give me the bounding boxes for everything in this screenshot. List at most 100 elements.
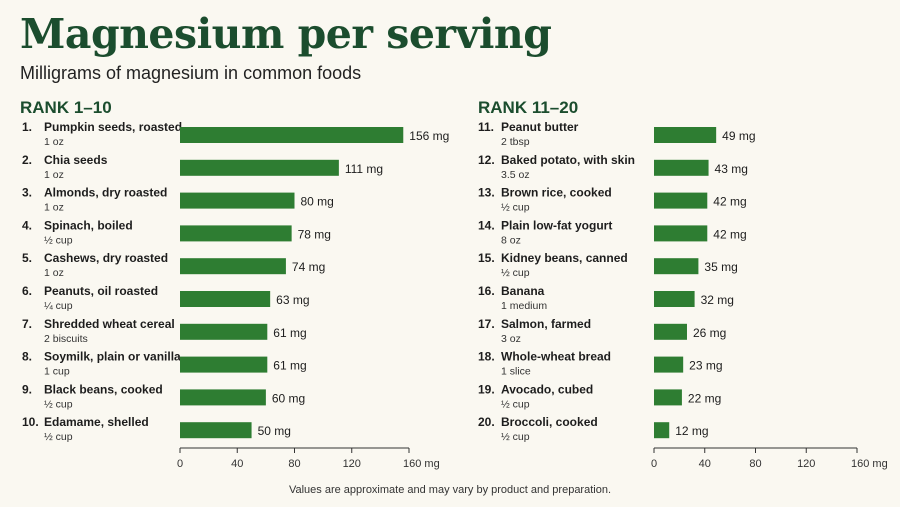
serving-size: ½ cup bbox=[501, 267, 530, 279]
rank-number: 17. bbox=[478, 317, 495, 331]
food-name: Black beans, cooked bbox=[44, 382, 163, 396]
serving-size: 1 oz bbox=[44, 169, 64, 181]
bar bbox=[180, 258, 286, 275]
serving-size: ½ cup bbox=[501, 202, 530, 214]
x-tick-label: 40 bbox=[231, 458, 243, 470]
bar bbox=[654, 258, 699, 275]
food-name: Almonds, dry roasted bbox=[44, 186, 167, 200]
bar bbox=[654, 192, 708, 209]
rank-number: 14. bbox=[478, 218, 495, 232]
panel-title-right: RANK 11–20 bbox=[478, 98, 579, 117]
food-name: Chia seeds bbox=[44, 153, 108, 167]
food-name: Broccoli, cooked bbox=[501, 415, 598, 429]
value-label: 111 mg bbox=[345, 162, 383, 176]
serving-size: ½ cup bbox=[44, 398, 73, 410]
bar bbox=[180, 422, 252, 439]
serving-size: ½ cup bbox=[501, 398, 530, 410]
serving-size: 8 oz bbox=[501, 234, 521, 246]
rank-number: 15. bbox=[478, 251, 495, 265]
bar bbox=[180, 291, 271, 307]
rank-number: 13. bbox=[478, 186, 495, 200]
x-tick-label: 80 bbox=[288, 458, 300, 470]
rank-number: 11. bbox=[478, 120, 494, 134]
food-name: Peanuts, oil roasted bbox=[44, 284, 158, 298]
serving-size: ½ cup bbox=[44, 234, 73, 246]
rank-number: 12. bbox=[478, 153, 495, 167]
food-name: Avocado, cubed bbox=[501, 382, 593, 396]
rank-number: 3. bbox=[22, 186, 32, 200]
value-label: 80 mg bbox=[301, 195, 334, 209]
food-name: Brown rice, cooked bbox=[501, 186, 612, 200]
bar bbox=[180, 159, 339, 176]
food-name: Kidney beans, canned bbox=[501, 251, 628, 265]
value-label: 49 mg bbox=[722, 129, 755, 143]
value-label: 43 mg bbox=[715, 162, 748, 176]
food-name: Salmon, farmed bbox=[501, 317, 591, 331]
food-name: Spinach, boiled bbox=[44, 218, 133, 232]
chart-title: Magnesium per serving bbox=[20, 10, 552, 58]
food-name: Soymilk, plain or vanilla bbox=[44, 350, 181, 364]
food-name: Baked potato, with skin bbox=[501, 153, 635, 167]
rank-number: 20. bbox=[478, 415, 495, 429]
food-name: Whole-wheat bread bbox=[501, 350, 611, 364]
serving-size: 1 oz bbox=[44, 267, 64, 279]
value-label: 35 mg bbox=[704, 260, 737, 274]
bar bbox=[180, 225, 292, 242]
x-tick-label: 0 bbox=[177, 458, 183, 470]
value-label: 22 mg bbox=[688, 391, 721, 405]
value-label: 74 mg bbox=[292, 260, 325, 274]
x-tick-label: 40 bbox=[699, 458, 711, 470]
serving-size: 1 oz bbox=[44, 136, 64, 148]
serving-size: 1 slice bbox=[501, 366, 531, 378]
rank-number: 5. bbox=[22, 251, 32, 265]
bar-chart-rank-1-10: 1. Pumpkin seeds, roasted 1 oz 156 mg 2. Chia… bbox=[22, 120, 449, 470]
bar bbox=[654, 127, 717, 143]
value-label: 42 mg bbox=[713, 195, 746, 209]
bar bbox=[180, 323, 268, 340]
panel-title-left: RANK 1–10 bbox=[20, 98, 112, 117]
bar bbox=[654, 356, 684, 373]
rank-number: 7. bbox=[22, 317, 32, 331]
bar bbox=[654, 422, 670, 439]
x-tick-label: 0 bbox=[651, 458, 657, 470]
value-label: 61 mg bbox=[273, 326, 306, 340]
rank-number: 19. bbox=[478, 382, 495, 396]
value-label: 63 mg bbox=[276, 293, 309, 307]
bar bbox=[654, 389, 682, 406]
serving-size: 1 oz bbox=[44, 202, 64, 214]
serving-size: ¼ cup bbox=[44, 300, 73, 312]
x-tick-label: 160 mg bbox=[851, 458, 888, 470]
rank-number: 6. bbox=[22, 284, 32, 298]
bar bbox=[654, 159, 709, 176]
food-name: Peanut butter bbox=[501, 120, 579, 134]
value-label: 32 mg bbox=[701, 293, 734, 307]
serving-size: 1 medium bbox=[501, 300, 547, 312]
serving-size: 2 biscuits bbox=[44, 333, 88, 345]
x-tick-label: 80 bbox=[749, 458, 761, 470]
value-label: 61 mg bbox=[273, 359, 306, 373]
value-label: 12 mg bbox=[675, 424, 708, 438]
bar bbox=[180, 127, 404, 143]
x-tick-label: 120 bbox=[343, 458, 361, 470]
bar bbox=[654, 291, 695, 307]
footnote: Values are approximate and may vary by p… bbox=[288, 484, 612, 496]
value-label: 50 mg bbox=[258, 424, 291, 438]
food-name: Banana bbox=[501, 284, 545, 298]
food-name: Edamame, shelled bbox=[44, 415, 149, 429]
rank-number: 2. bbox=[22, 153, 32, 167]
rank-number: 10. bbox=[22, 415, 39, 429]
food-name: Cashews, dry roasted bbox=[44, 251, 168, 265]
serving-size: 1 cup bbox=[44, 366, 70, 378]
food-name: Pumpkin seeds, roasted bbox=[44, 120, 182, 134]
x-tick-label: 160 mg bbox=[403, 458, 440, 470]
serving-size: 3.5 oz bbox=[501, 169, 530, 181]
bar bbox=[180, 356, 268, 373]
rank-number: 4. bbox=[22, 218, 32, 232]
serving-size: ½ cup bbox=[501, 431, 530, 443]
value-label: 156 mg bbox=[409, 129, 449, 143]
serving-size: 3 oz bbox=[501, 333, 521, 345]
serving-size: ½ cup bbox=[44, 431, 73, 443]
serving-size: 2 tbsp bbox=[501, 136, 530, 148]
bar bbox=[180, 192, 295, 209]
food-name: Plain low-fat yogurt bbox=[501, 218, 612, 232]
